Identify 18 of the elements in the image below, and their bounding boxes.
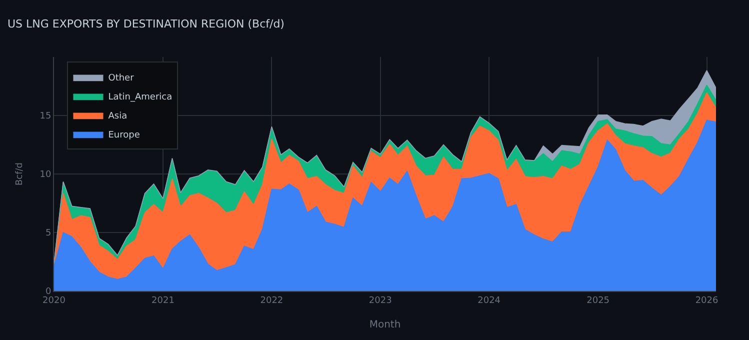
y-tick-label: 0	[45, 287, 52, 298]
legend-label: Other	[108, 74, 134, 84]
x-axis-title: Month	[369, 319, 401, 330]
y-axis-title: Bcf/d	[15, 162, 26, 186]
legend-label: Latin_America	[108, 92, 172, 103]
legend-label: Europe	[108, 130, 140, 141]
x-tick-label: 2020	[42, 296, 66, 306]
x-tick-label: 2022	[260, 296, 284, 306]
y-tick-label: 5	[45, 228, 52, 239]
x-tick-label: 2026	[695, 296, 718, 306]
x-tick-label: 2025	[586, 296, 610, 306]
x-tick-label: 2023	[368, 296, 392, 306]
legend-label: Asia	[108, 112, 128, 122]
x-tick-label: 2024	[478, 296, 501, 306]
y-tick-label: 15	[40, 112, 52, 122]
x-tick-label: 2021	[152, 296, 174, 306]
chart-title: US LNG EXPORTS BY DESTINATION REGION (Bcf/d)	[7, 18, 284, 31]
y-tick-label: 10	[40, 170, 52, 180]
